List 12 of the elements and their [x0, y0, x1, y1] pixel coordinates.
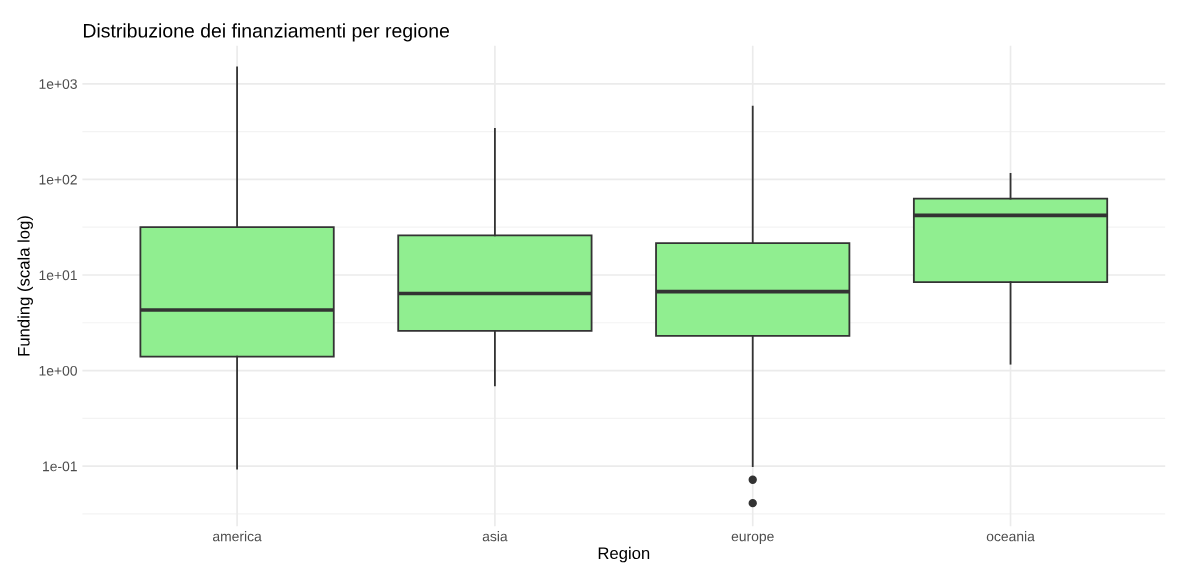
y-axis-title: Funding (scala log): [17, 216, 33, 356]
chart-title: Distribuzione dei finanziamenti per regione: [83, 23, 450, 42]
y-tick-label: 1e+02: [39, 174, 77, 185]
x-axis-title: Region: [598, 546, 650, 563]
y-tick-label: 1e-01: [43, 461, 77, 472]
x-tick-label: america: [212, 531, 262, 542]
y-tick-label: 1e+00: [39, 365, 77, 376]
x-tick-label: oceania: [986, 531, 1035, 542]
x-tick-label: asia: [482, 531, 508, 542]
y-tick-label: 1e+01: [39, 270, 77, 281]
y-tick-label: 1e+03: [39, 79, 77, 89]
x-tick-label: europe: [731, 533, 774, 545]
